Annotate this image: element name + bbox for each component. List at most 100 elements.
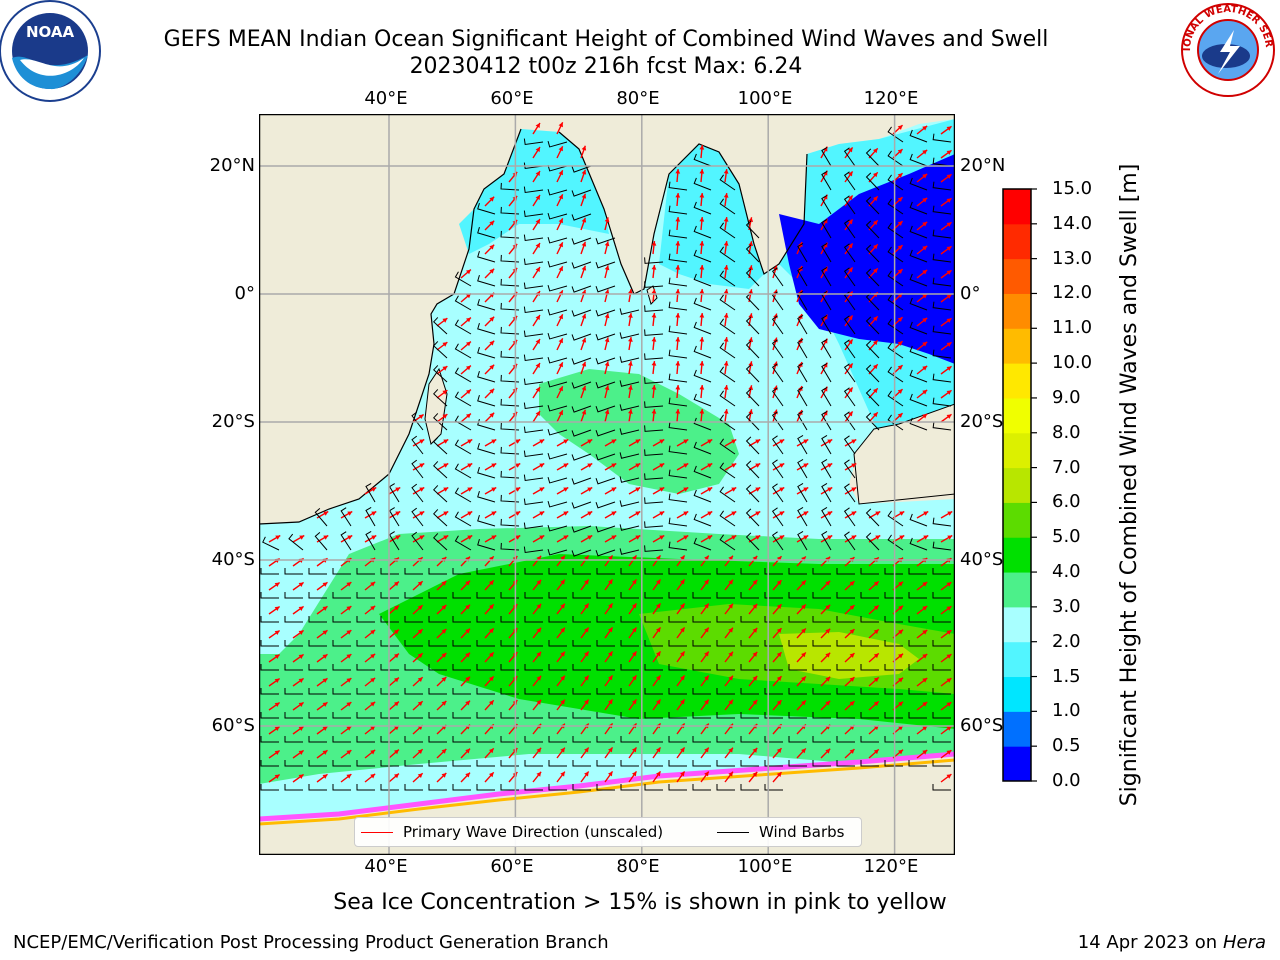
wind-barb bbox=[433, 317, 448, 335]
wind-barb bbox=[571, 261, 592, 269]
wave-arrow-head bbox=[848, 243, 853, 249]
wind-barb bbox=[477, 346, 496, 359]
wind-barb bbox=[644, 377, 664, 384]
wind-barb bbox=[260, 688, 279, 695]
wave-arrow-head bbox=[274, 750, 280, 756]
wind-barb bbox=[452, 616, 471, 623]
wind-barb bbox=[932, 421, 952, 431]
wind-barb bbox=[932, 157, 952, 167]
wave-arrow-head bbox=[872, 316, 878, 322]
wind-barb bbox=[821, 435, 832, 455]
wave-arrow-head bbox=[946, 294, 952, 299]
footer-machine: Hera bbox=[1222, 932, 1266, 953]
wave-arrow-head bbox=[536, 699, 542, 705]
wind-barb bbox=[547, 141, 568, 148]
wind-barb bbox=[764, 736, 783, 743]
wind-barb bbox=[314, 508, 328, 527]
wind-barb bbox=[595, 309, 616, 317]
wave-arrow-head bbox=[394, 629, 399, 635]
wind-barb bbox=[500, 182, 520, 191]
wave-arrow-head bbox=[752, 603, 758, 609]
wave-arrow-head bbox=[922, 197, 928, 203]
wind-barb bbox=[771, 411, 784, 431]
wind-barb bbox=[571, 453, 592, 461]
wind-barb bbox=[428, 784, 447, 791]
wave-arrow-head bbox=[346, 678, 352, 683]
wave-arrow-head bbox=[779, 511, 785, 516]
wind-barb bbox=[452, 784, 471, 791]
wave-arrow-head bbox=[897, 149, 903, 154]
colorbar-level-label: 0.0 bbox=[1052, 770, 1081, 791]
wind-barb bbox=[909, 129, 928, 143]
wind-barb bbox=[860, 640, 879, 647]
wind-barb bbox=[797, 483, 808, 503]
wind-barb bbox=[771, 483, 784, 503]
wave-arrow-head bbox=[897, 413, 903, 418]
wind-barb bbox=[571, 381, 592, 389]
wind-barb bbox=[619, 500, 640, 507]
wave-arrow-head bbox=[323, 511, 329, 516]
wave-arrow-head bbox=[723, 313, 729, 318]
wind-barb bbox=[454, 295, 472, 311]
wind-barb bbox=[571, 525, 592, 533]
wind-barb bbox=[644, 401, 664, 408]
wind-barb bbox=[860, 712, 879, 719]
wind-barb bbox=[764, 688, 783, 695]
wind-barb bbox=[719, 462, 736, 479]
wind-barb bbox=[260, 616, 279, 623]
wind-barb bbox=[428, 568, 447, 575]
wind-barb bbox=[620, 688, 639, 695]
wind-barb bbox=[595, 261, 616, 269]
wind-barb bbox=[668, 616, 687, 623]
wave-arrow-head bbox=[873, 581, 879, 587]
wind-barb bbox=[308, 784, 327, 791]
wind-barb bbox=[547, 381, 568, 388]
wind-barb bbox=[843, 219, 856, 239]
wind-barb bbox=[452, 568, 471, 575]
wave-arrow-head bbox=[680, 603, 685, 609]
noaa-logo: NOAA bbox=[0, 0, 101, 102]
yellow-green-peak bbox=[779, 632, 919, 679]
wind-barb bbox=[843, 267, 856, 287]
wave-arrow-head bbox=[322, 750, 328, 755]
wave-arrow-head bbox=[443, 535, 449, 540]
wave-arrow-head bbox=[465, 269, 471, 275]
wave-arrow-head bbox=[587, 439, 593, 444]
wind-barb bbox=[356, 736, 375, 743]
wave-arrow-head bbox=[704, 771, 709, 777]
wave-arrow-head bbox=[827, 511, 833, 516]
wave-arrow-head bbox=[723, 385, 729, 390]
wave-arrow-head bbox=[558, 338, 563, 344]
wind-barb bbox=[404, 688, 423, 695]
wind-barb bbox=[668, 325, 688, 335]
footer-date-text: 14 Apr 2023 on bbox=[1077, 932, 1223, 953]
wave-arrow-head bbox=[539, 535, 545, 540]
wave-arrow-head bbox=[848, 171, 853, 177]
wind-barb bbox=[500, 640, 519, 647]
wind-barb bbox=[692, 736, 711, 743]
wind-barb bbox=[571, 285, 592, 293]
wind-barb bbox=[843, 339, 856, 359]
wind-barb bbox=[452, 712, 471, 719]
wind-barb bbox=[619, 452, 640, 459]
wind-barb bbox=[745, 340, 760, 359]
wind-barb bbox=[523, 162, 544, 170]
lon-tick-label-top: 60°E bbox=[490, 88, 534, 109]
colorbar-segment bbox=[1003, 258, 1031, 294]
wind-barb bbox=[619, 476, 640, 483]
wind-barb bbox=[836, 712, 855, 719]
wave-arrow-head bbox=[491, 463, 497, 468]
wave-arrow-head bbox=[465, 341, 471, 347]
wind-barb bbox=[572, 784, 591, 791]
wind-barb bbox=[476, 760, 495, 767]
wind-barb bbox=[836, 568, 855, 575]
wave-arrow-head bbox=[752, 747, 758, 753]
wave-arrow-head bbox=[394, 725, 399, 731]
wind-barb bbox=[595, 405, 616, 413]
wind-barb bbox=[332, 592, 351, 599]
wave-arrow-head bbox=[346, 654, 352, 659]
wind-barb bbox=[284, 616, 303, 623]
wind-barb bbox=[909, 153, 928, 167]
wind-barb bbox=[380, 664, 399, 671]
wind-barb bbox=[771, 459, 784, 479]
